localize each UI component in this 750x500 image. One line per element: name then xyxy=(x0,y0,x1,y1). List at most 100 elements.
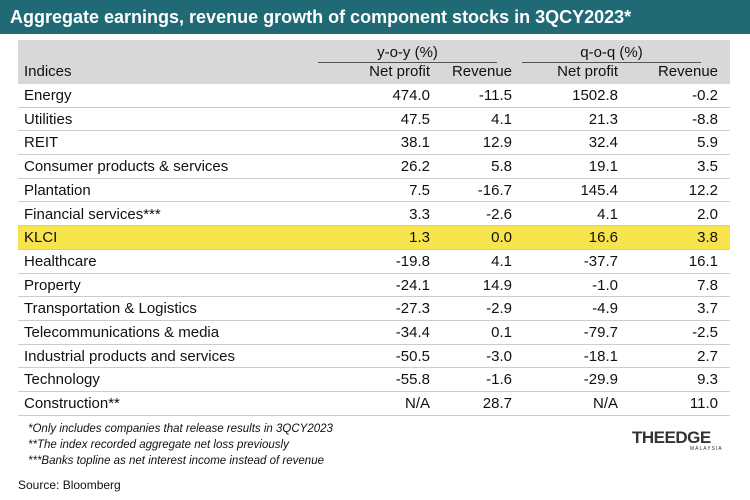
cell-value: 4.1 xyxy=(597,205,618,223)
cell-value: 0.1 xyxy=(491,324,512,341)
cell-value: 1.3 xyxy=(409,229,430,247)
cell-value: 9.3 xyxy=(697,371,718,389)
table-row: Construction** N/A 28.7 N/A 11.0 xyxy=(18,392,730,416)
cell-value: -3.0 xyxy=(486,347,512,365)
cell-value: -2.6 xyxy=(486,205,512,223)
cell-value: -18.1 xyxy=(583,347,618,365)
table-row: Financial services*** 3.3 -2.6 4.1 2.0 xyxy=(18,203,730,227)
cell-value: 38.1 xyxy=(400,134,430,152)
cell-value: N/A xyxy=(592,395,618,413)
title: Aggregate earnings, revenue growth of co… xyxy=(0,0,750,34)
cell-value: 32.4 xyxy=(588,134,618,152)
column-header: Indices xyxy=(24,63,72,80)
cell-value: -19.8 xyxy=(395,252,430,270)
table-row: Property -24.1 14.9 -1.0 7.8 xyxy=(18,274,730,298)
column-header: Net profit xyxy=(557,63,618,80)
cell-value: 3.5 xyxy=(697,158,718,176)
cell-value: -79.7 xyxy=(583,324,618,341)
logo-sub: MALAYSIA xyxy=(690,446,723,452)
row-label: Construction** xyxy=(24,395,120,413)
cell-value: 2.0 xyxy=(697,205,718,223)
cell-value: -27.3 xyxy=(395,300,430,318)
cell-value: 474.0 xyxy=(392,87,430,104)
cell-value: 4.1 xyxy=(491,252,512,270)
cell-value: -0.2 xyxy=(692,87,718,104)
table-row: Industrial products and services -50.5 -3.… xyxy=(18,345,730,369)
table-row: Telecommunications & media -34.4 0.1 -79.7 -… xyxy=(18,321,730,345)
cell-value: -24.1 xyxy=(395,276,430,294)
table-row: REIT 38.1 12.9 32.4 5.9 xyxy=(18,131,730,156)
logo: THEEDGE xyxy=(632,428,711,447)
cell-value: 3.3 xyxy=(409,205,430,223)
cell-value: 4.1 xyxy=(491,110,512,128)
cell-value: -29.9 xyxy=(583,371,618,389)
row-label: KLCI xyxy=(24,229,58,247)
cell-value: 14.9 xyxy=(482,276,512,294)
row-label: Utilities xyxy=(24,110,73,128)
cell-value: 1502.8 xyxy=(572,87,618,104)
table-row: Transportation & Logistics -27.3 -2.9 -4.9 3… xyxy=(18,297,730,321)
cell-value: 47.5 xyxy=(400,110,430,128)
cell-value: -2.5 xyxy=(692,324,718,341)
cell-value: 19.1 xyxy=(588,158,618,176)
table-row: Energy 474.0 -11.5 1502.8 -0.2 xyxy=(18,84,730,108)
cell-value: -37.7 xyxy=(583,252,618,270)
table-row: Healthcare -19.8 4.1 -37.7 16.1 xyxy=(18,250,730,274)
cell-value: 0.0 xyxy=(491,229,512,247)
cell-value: 21.3 xyxy=(588,110,618,128)
cell-value: 16.1 xyxy=(688,252,718,270)
row-label: Financial services*** xyxy=(24,205,161,223)
row-label: Telecommunications & media xyxy=(24,324,220,341)
row-label: Plantation xyxy=(24,181,91,199)
footnotes: *Only includes companies that release re… xyxy=(28,421,333,469)
cell-value: 12.9 xyxy=(482,134,512,152)
cell-value: 12.2 xyxy=(688,181,718,199)
cell-value: 7.5 xyxy=(409,181,430,199)
footnote: *Only includes companies that release re… xyxy=(28,423,333,435)
row-label: Consumer products & services xyxy=(24,158,229,176)
cell-value: 26.2 xyxy=(400,158,430,176)
cell-value: 145.4 xyxy=(580,181,618,199)
footnote: ***Banks topline as net interest income … xyxy=(28,455,324,467)
row-label: Transportation & Logistics xyxy=(24,300,197,318)
table-row: Consumer products & services 26.2 5.8 19.1 3… xyxy=(18,155,730,179)
group-header: y-o-y (%) xyxy=(318,44,497,63)
cell-value: 5.9 xyxy=(697,134,718,152)
column-header: Revenue xyxy=(451,63,512,80)
cell-value: -55.8 xyxy=(395,371,430,389)
table-row: Utilities 47.5 4.1 21.3 -8.8 xyxy=(18,108,730,132)
table-row: KLCI 1.3 0.0 16.6 3.8 xyxy=(18,226,730,250)
source: Source: Bloomberg xyxy=(18,478,121,492)
row-label: Property xyxy=(24,276,81,294)
cell-value: 5.8 xyxy=(491,158,512,176)
group-header: q-o-q (%) xyxy=(522,44,701,63)
row-label: Industrial products and services xyxy=(24,347,235,365)
row-label: Technology xyxy=(24,371,100,389)
cell-value: -34.4 xyxy=(395,324,430,341)
cell-value: 7.8 xyxy=(697,276,718,294)
row-label: REIT xyxy=(24,134,59,152)
cell-value: 3.7 xyxy=(697,300,718,318)
cell-value: -8.8 xyxy=(692,110,718,128)
cell-value: -1.6 xyxy=(486,371,512,389)
table-row: Technology -55.8 -1.6 -29.9 9.3 xyxy=(18,368,730,393)
cell-value: -4.9 xyxy=(592,300,618,318)
cell-value: 2.7 xyxy=(697,347,718,365)
column-header: Net profit xyxy=(369,63,430,80)
footnote: **The index recorded aggregate net loss … xyxy=(28,439,289,451)
table-row: Plantation 7.5 -16.7 145.4 12.2 xyxy=(18,179,730,203)
cell-value: -1.0 xyxy=(592,276,618,294)
cell-value: 11.0 xyxy=(689,395,718,413)
cell-value: -50.5 xyxy=(395,347,430,365)
cell-value: 28.7 xyxy=(482,395,512,413)
cell-value: -11.5 xyxy=(478,87,512,104)
cell-value: N/A xyxy=(404,395,430,413)
row-label: Healthcare xyxy=(24,252,97,270)
cell-value: -2.9 xyxy=(486,300,512,318)
cell-value: 16.6 xyxy=(588,229,618,247)
cell-value: 3.8 xyxy=(697,229,718,247)
row-label: Energy xyxy=(24,87,72,104)
cell-value: -16.7 xyxy=(477,181,512,199)
column-header: Revenue xyxy=(657,63,718,80)
